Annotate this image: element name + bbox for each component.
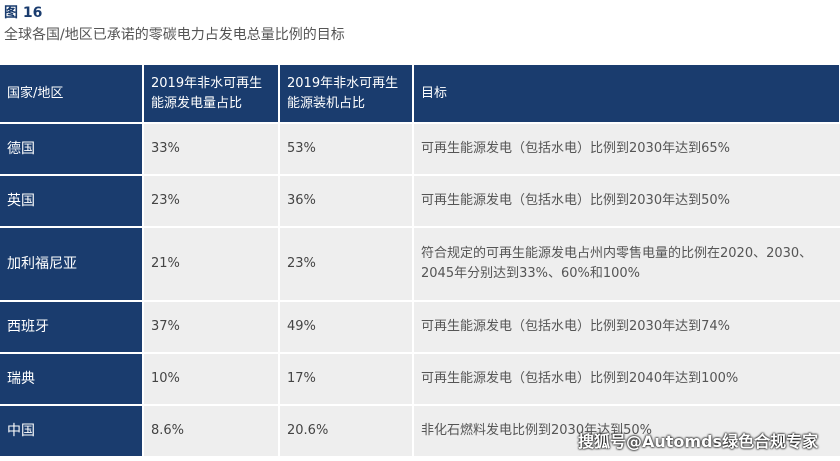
figure-label: 图 16 [4,5,43,21]
region-cell: 加利福尼亚 [0,227,144,302]
cap-share-cell: 20.6% [279,405,414,458]
target-cell: 符合规定的可再生能源发电占州内零售电量的比例在2020、2030、2045年分别… [413,227,840,302]
target-cell: 可再生能源发电（包括水电）比例到2030年达到74% [413,301,840,354]
region-cell: 中国 [0,405,144,458]
target-cell: 可再生能源发电（包括水电）比例到2040年达到100% [413,353,840,406]
cap-share-cell: 49% [279,301,414,354]
header-region: 国家/地区 [0,65,144,124]
gen-share-cell: 33% [143,123,280,176]
target-cell: 可再生能源发电（包括水电）比例到2030年达到50% [413,175,840,228]
gen-share-cell: 21% [143,227,280,302]
table-row: 加利福尼亚 21% 23% 符合规定的可再生能源发电占州内零售电量的比例在202… [0,227,840,302]
cap-share-cell: 36% [279,175,414,228]
header-target: 目标 [413,65,840,124]
target-cell: 可再生能源发电（包括水电）比例到2030年达到65% [413,123,840,176]
table-header-row: 国家/地区 2019年非水可再生能源发电量占比 2019年非水可再生能源装机占比… [0,65,840,124]
region-cell: 瑞典 [0,353,144,406]
table-row: 德国 33% 53% 可再生能源发电（包括水电）比例到2030年达到65% [0,123,840,176]
gen-share-cell: 10% [143,353,280,406]
table-row: 中国 8.6% 20.6% 非化石燃料发电比例到2030年达到50% [0,405,840,458]
gen-share-cell: 23% [143,175,280,228]
header-cap-share: 2019年非水可再生能源装机占比 [279,65,414,124]
figure-title: 全球各国/地区已承诺的零碳电力占发电总量比例的目标 [4,27,345,43]
region-cell: 英国 [0,175,144,228]
gen-share-cell: 8.6% [143,405,280,458]
region-cell: 德国 [0,123,144,176]
cap-share-cell: 17% [279,353,414,406]
region-cell: 西班牙 [0,301,144,354]
table-row: 瑞典 10% 17% 可再生能源发电（包括水电）比例到2040年达到100% [0,353,840,406]
cap-share-cell: 23% [279,227,414,302]
watermark: 搜狐号@Automds绿色合规专家 [578,432,819,451]
table-row: 英国 23% 36% 可再生能源发电（包括水电）比例到2030年达到50% [0,175,840,228]
gen-share-cell: 37% [143,301,280,354]
target-cell: 非化石燃料发电比例到2030年达到50% [413,405,840,458]
header-gen-share: 2019年非水可再生能源发电量占比 [143,65,280,124]
table-row: 西班牙 37% 49% 可再生能源发电（包括水电）比例到2030年达到74% [0,301,840,354]
cap-share-cell: 53% [279,123,414,176]
targets-table: 国家/地区 2019年非水可再生能源发电量占比 2019年非水可再生能源装机占比… [0,65,840,458]
